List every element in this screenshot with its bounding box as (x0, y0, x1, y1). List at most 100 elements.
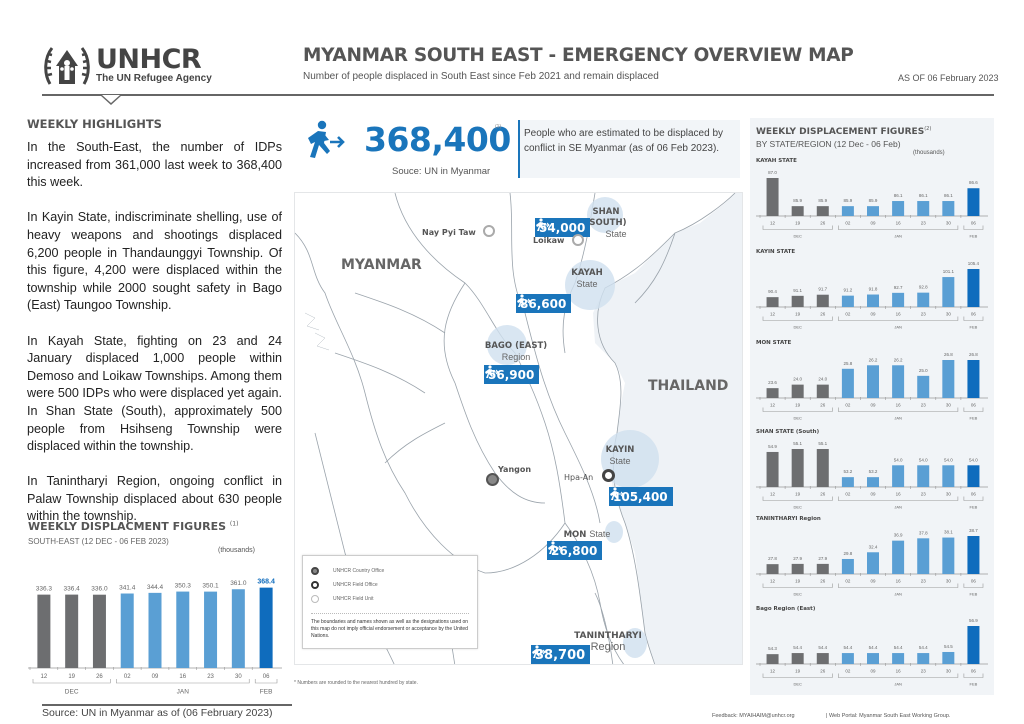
month-label: JAN (894, 505, 902, 510)
state-name-tanintharyi: TANINTHARYI Region (574, 631, 642, 653)
month-label: FEB (970, 325, 978, 330)
bar (892, 292, 905, 307)
web-portal-link[interactable]: | Web Portal: Myanmar South East Working… (826, 713, 951, 719)
bar-value-label: 54.5 (944, 644, 953, 649)
bar-value-label: 56.9 (969, 618, 978, 623)
bar-value-label: 38.1 (944, 530, 953, 535)
x-tick-label: 23 (921, 579, 927, 584)
southeast-chart-title: WEEKLY DISPLACMENT FIGURES (1) (28, 520, 239, 533)
state-chart-title: KAYIN STATE (756, 249, 796, 255)
month-bracket (762, 407, 833, 412)
x-tick-label: 16 (896, 669, 902, 674)
bar (791, 449, 804, 487)
x-tick-label: 19 (795, 579, 801, 584)
month-label: FEB (970, 416, 978, 421)
x-tick-label: 19 (795, 312, 801, 317)
month-label: JAN (894, 234, 902, 239)
x-tick-label: 09 (870, 492, 876, 497)
x-tick-label: 19 (795, 492, 801, 497)
bar-value-label: 101.1 (943, 269, 955, 274)
bar-value-label: 25.8 (844, 361, 853, 366)
bar-value-label: 29.8 (844, 551, 853, 556)
month-label: DEC (793, 682, 802, 687)
state-bubble-bago (487, 325, 527, 365)
displaced-person-icon (536, 218, 550, 231)
bar (917, 653, 930, 664)
bar (816, 653, 829, 664)
bar (841, 368, 854, 398)
country-label-thailand: THAILAND (648, 378, 729, 394)
count-badge-shan: 54,000 (535, 218, 591, 237)
x-tick-label: 26 (820, 312, 826, 317)
state-chart-shan-state-south: SHAN STATE (South) 54.9 12 55.1 19 55.1 26 53.2… (750, 429, 994, 517)
bar (942, 360, 955, 398)
month-label: DEC (793, 234, 802, 239)
bar (92, 594, 106, 668)
count-badge-kayin: 105,400 (609, 487, 673, 506)
country-office-icon (311, 567, 319, 575)
bar (816, 294, 829, 307)
displaced-person-icon (485, 365, 499, 378)
state-bubble-tanintharyi (623, 628, 647, 658)
x-tick-label: 19 (795, 403, 801, 408)
bar (259, 587, 273, 668)
state-bar-chart: 54.3 12 54.4 19 54.4 26 54.4 02 54.4 09 54.4 16 54.4… (756, 618, 988, 687)
x-tick-label: 12 (770, 492, 776, 497)
x-tick-label: 16 (896, 492, 902, 497)
bar (917, 538, 930, 574)
month-label: JAN (177, 689, 190, 696)
x-tick-label: 09 (870, 403, 876, 408)
x-tick-label: 30 (946, 579, 952, 584)
state-name-kayah: KAYAH State (571, 268, 603, 289)
state-name-mon: MON State (563, 529, 611, 540)
city-label-nay-pyi-taw: Nay Pyi Taw (422, 228, 476, 237)
bar (816, 449, 829, 487)
x-tick-label: 16 (896, 312, 902, 317)
month-bracket (116, 679, 250, 684)
bar (917, 201, 930, 216)
bar-value-label: 37.8 (919, 530, 928, 535)
bar-value-label: 350.3 (175, 583, 192, 590)
x-tick-label: 09 (870, 579, 876, 584)
bar-value-label: 54.0 (894, 457, 903, 462)
bar (766, 564, 779, 574)
legend-field-office: UNHCR Field Office (311, 578, 469, 592)
month-bracket (963, 673, 984, 678)
month-label: DEC (793, 416, 802, 421)
bar-value-label: 54.4 (818, 645, 827, 650)
bar-value-label: 54.4 (894, 645, 903, 650)
bar-value-label: 27.9 (793, 556, 802, 561)
bar (967, 626, 980, 664)
bar (816, 563, 829, 574)
month-bracket (838, 225, 959, 230)
country-office-marker (486, 473, 499, 486)
unhcr-logo: UNHCR The UN Refugee Agency (44, 44, 212, 88)
bar (766, 388, 779, 398)
bar (816, 384, 829, 398)
month-bracket (762, 316, 833, 321)
x-tick-label: 26 (820, 579, 826, 584)
state-chart-title: Bago Region (East) (756, 606, 816, 612)
bar-value-label: 55.1 (793, 441, 802, 446)
state-chart-kayah-state: KAYAH STATE 87.0 12 85.9 19 85.9 26 85.9 02 85.9 0… (750, 158, 994, 246)
bar-value-label: 54.4 (869, 645, 878, 650)
x-tick-label: 06 (971, 403, 977, 408)
state-chart-title: TANINTHARYI Region (756, 516, 821, 522)
x-tick-label: 02 (845, 403, 851, 408)
bar-value-label: 54.0 (969, 457, 978, 462)
bar (791, 384, 804, 398)
count-badge-bago: 56,900 (484, 365, 540, 384)
state-chart-tanintharyi-region: TANINTHARYI Region 27.8 12 27.9 19 27.9 26 29.8… (750, 516, 994, 604)
bar-value-label: 54.0 (944, 457, 953, 462)
bar-value-label: 26.8 (969, 352, 978, 357)
state-chart-kayin-state: KAYIN STATE 90.4 12 91.1 19 91.7 26 91.2 02 91.8 0… (750, 249, 994, 337)
month-label: FEB (970, 234, 978, 239)
month-label: FEB (970, 592, 978, 597)
kpi-description: People who are estimated to be displaced… (518, 120, 740, 178)
x-tick-label: 06 (971, 312, 977, 317)
month-label: JAN (894, 592, 902, 597)
x-tick-label: 12 (770, 669, 776, 674)
x-tick-label: 23 (921, 492, 927, 497)
month-bracket (762, 225, 833, 230)
feedback-link[interactable]: Feedback: MYAIHAIM@unhcr.org (712, 713, 795, 719)
